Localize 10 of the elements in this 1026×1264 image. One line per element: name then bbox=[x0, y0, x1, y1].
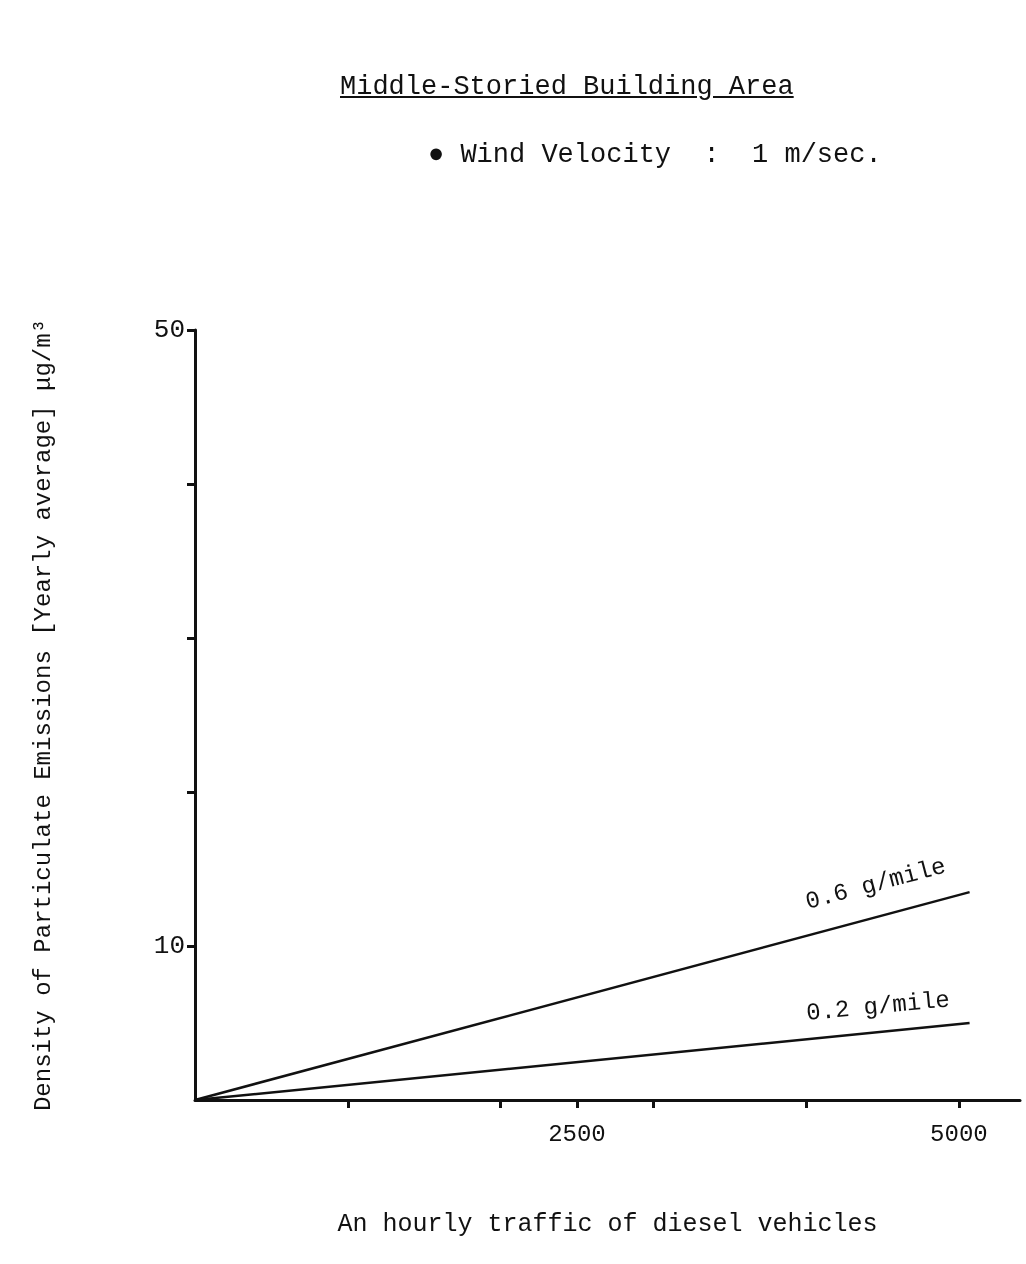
y-tick-label: 10 bbox=[153, 931, 185, 961]
chart-title: Middle-Storied Building Area bbox=[340, 72, 794, 102]
x-tick-label: 2500 bbox=[548, 1120, 606, 1148]
x-axis-title: An hourly traffic of diesel vehicles bbox=[337, 1210, 878, 1239]
text: 0.6 g/mile bbox=[802, 852, 949, 916]
y-tick-label: 50 bbox=[153, 315, 185, 345]
text: 0.2 g/mile bbox=[805, 986, 952, 1028]
y-axis-title: Density of Particulate Emissions [Yearly average] μg/m³ bbox=[29, 318, 57, 1112]
chart-subtitle: ● Wind Velocity : 1 m/sec. bbox=[428, 140, 882, 170]
x-tick-label: 5000 bbox=[930, 1120, 988, 1148]
